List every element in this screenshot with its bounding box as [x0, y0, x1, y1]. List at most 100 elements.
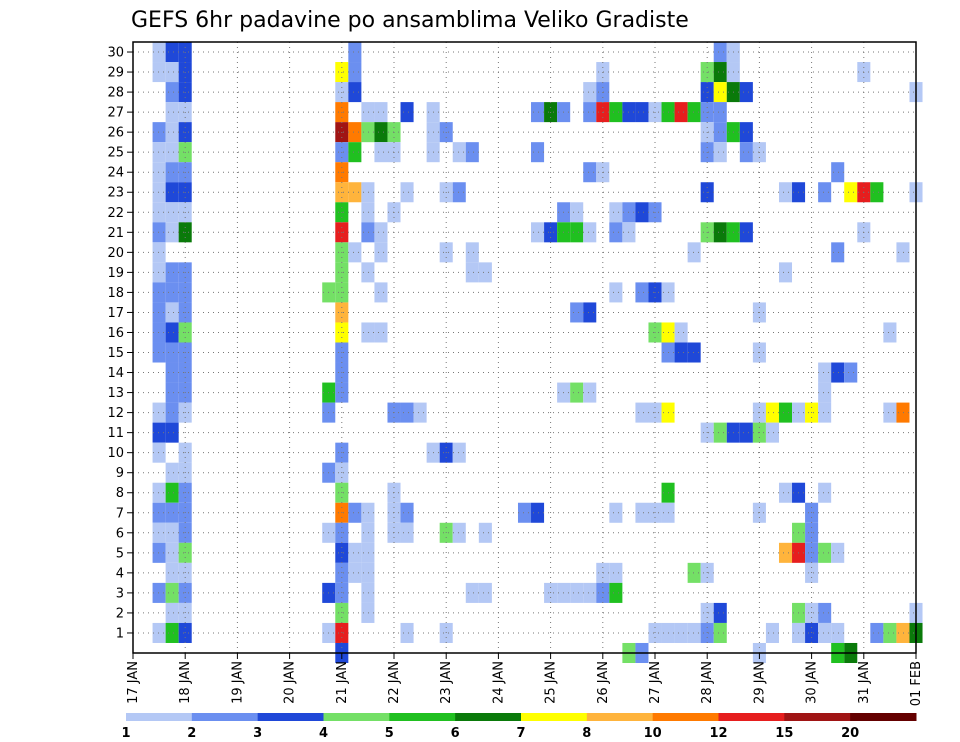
heatmap-cell	[713, 122, 727, 143]
heatmap-cell	[778, 402, 793, 423]
heatmap-cell	[818, 362, 832, 383]
y-tick-label: 8	[116, 486, 124, 501]
heatmap-cell	[348, 502, 362, 523]
heatmap-cell	[713, 82, 727, 103]
colorbar-label: 8	[582, 726, 591, 741]
heatmap-cell	[465, 582, 479, 603]
heatmap-cell	[570, 382, 584, 403]
heatmap-cell	[361, 582, 375, 603]
y-tick-label: 7	[116, 506, 124, 521]
colorbar-label: 1	[121, 726, 130, 741]
heatmap-cell	[687, 102, 701, 123]
heatmap-cell	[165, 62, 179, 83]
colorbar-label: 10	[644, 726, 662, 741]
heatmap-cell	[465, 142, 479, 163]
heatmap-cell	[478, 522, 492, 543]
heatmap-cell	[348, 142, 362, 163]
y-tick-label: 21	[107, 226, 124, 241]
colorbar-swatch	[718, 713, 785, 721]
y-tick-label: 3	[116, 586, 124, 601]
x-tick-label: 25 JAN	[544, 661, 559, 704]
colorbar-label: 6	[451, 726, 460, 741]
heatmap-cell	[896, 402, 910, 423]
heatmap-cell	[361, 542, 375, 563]
heatmap-cell	[374, 222, 388, 243]
heatmap-cell	[361, 202, 375, 223]
y-tick-label: 12	[107, 406, 124, 421]
heatmap-cell	[152, 402, 166, 423]
y-tick-label: 1	[116, 626, 124, 641]
heatmap-cell	[165, 382, 179, 403]
x-axis: 17 JAN 18 JAN 19 JAN 20 JAN 21 JAN 22 JAN 23 J…	[126, 653, 924, 706]
colorbar-swatch	[521, 713, 588, 721]
colorbar-label: 5	[385, 726, 394, 741]
heatmap-cell	[152, 342, 166, 363]
x-tick-label: 21 JAN	[335, 661, 350, 704]
colorbar-label: 3	[253, 726, 262, 741]
heatmap-cell	[609, 222, 623, 243]
heatmap-cell	[400, 502, 414, 523]
x-tick-label: 01 FEB	[909, 661, 924, 706]
colorbar-label: 2	[187, 726, 196, 741]
heatmap-cell	[348, 42, 362, 63]
heatmap-cell	[583, 222, 597, 243]
colorbar-label: 4	[319, 726, 328, 741]
y-tick-label: 19	[107, 266, 124, 281]
y-tick-label: 14	[107, 366, 124, 381]
heatmap-cell	[165, 162, 179, 183]
heatmap-cell	[152, 282, 166, 303]
heatmap-cell	[609, 282, 623, 303]
heatmap-cell	[152, 302, 166, 323]
heatmap-cell	[374, 242, 388, 263]
heatmap-cell	[818, 182, 832, 203]
heatmap-cell	[348, 542, 362, 563]
heatmap-cell	[844, 182, 858, 203]
y-tick-label: 11	[107, 426, 124, 441]
heatmap-cell	[374, 102, 388, 123]
y-tick-label: 15	[107, 346, 124, 361]
colorbar-swatch	[850, 713, 917, 721]
heatmap-cell	[896, 242, 910, 263]
heatmap-cell	[374, 122, 388, 143]
heatmap-cell	[713, 622, 727, 643]
heatmap-cell	[478, 262, 492, 283]
y-tick-label: 29	[107, 66, 124, 81]
heatmap-cell	[348, 62, 362, 83]
heatmap-cell	[452, 442, 466, 463]
y-tick-label: 24	[107, 166, 124, 181]
heatmap-cell	[374, 282, 388, 303]
heatmap-cell	[152, 482, 166, 503]
heatmap-cell	[152, 542, 166, 563]
heatmap-cell	[583, 82, 597, 103]
heatmap-cell	[739, 422, 753, 443]
x-tick-label: 22 JAN	[387, 661, 402, 704]
x-tick-label: 23 JAN	[439, 661, 454, 704]
heatmap-cell	[152, 502, 166, 523]
heatmap-cell	[739, 82, 753, 103]
y-tick-label: 23	[107, 186, 124, 201]
heatmap-cell	[583, 582, 597, 603]
heatmap-cell	[713, 42, 727, 63]
heatmap-cell	[531, 502, 545, 523]
y-tick-label: 22	[107, 206, 124, 221]
heatmap-cell	[361, 222, 375, 243]
heatmap-cell	[348, 182, 362, 203]
heatmap-cell	[165, 222, 179, 243]
heatmap-cell	[635, 102, 649, 123]
y-tick-label: 20	[107, 246, 124, 261]
heatmap-cell	[361, 102, 375, 123]
heatmap-cell	[687, 242, 701, 263]
colorbar-swatch	[257, 713, 324, 721]
heatmap-cell	[361, 502, 375, 523]
heatmap-cell	[831, 162, 845, 183]
heatmap-cell	[374, 322, 388, 343]
x-tick-label: 17 JAN	[126, 661, 141, 704]
y-tick-label: 16	[107, 326, 124, 341]
y-tick-label: 17	[107, 306, 124, 321]
heatmap-cell	[531, 222, 545, 243]
heatmap-cell	[165, 182, 179, 203]
heatmap-cell	[465, 262, 479, 283]
heatmap-cell	[778, 262, 793, 283]
x-tick-label: 26 JAN	[596, 661, 611, 704]
heatmap-cell	[570, 202, 584, 223]
